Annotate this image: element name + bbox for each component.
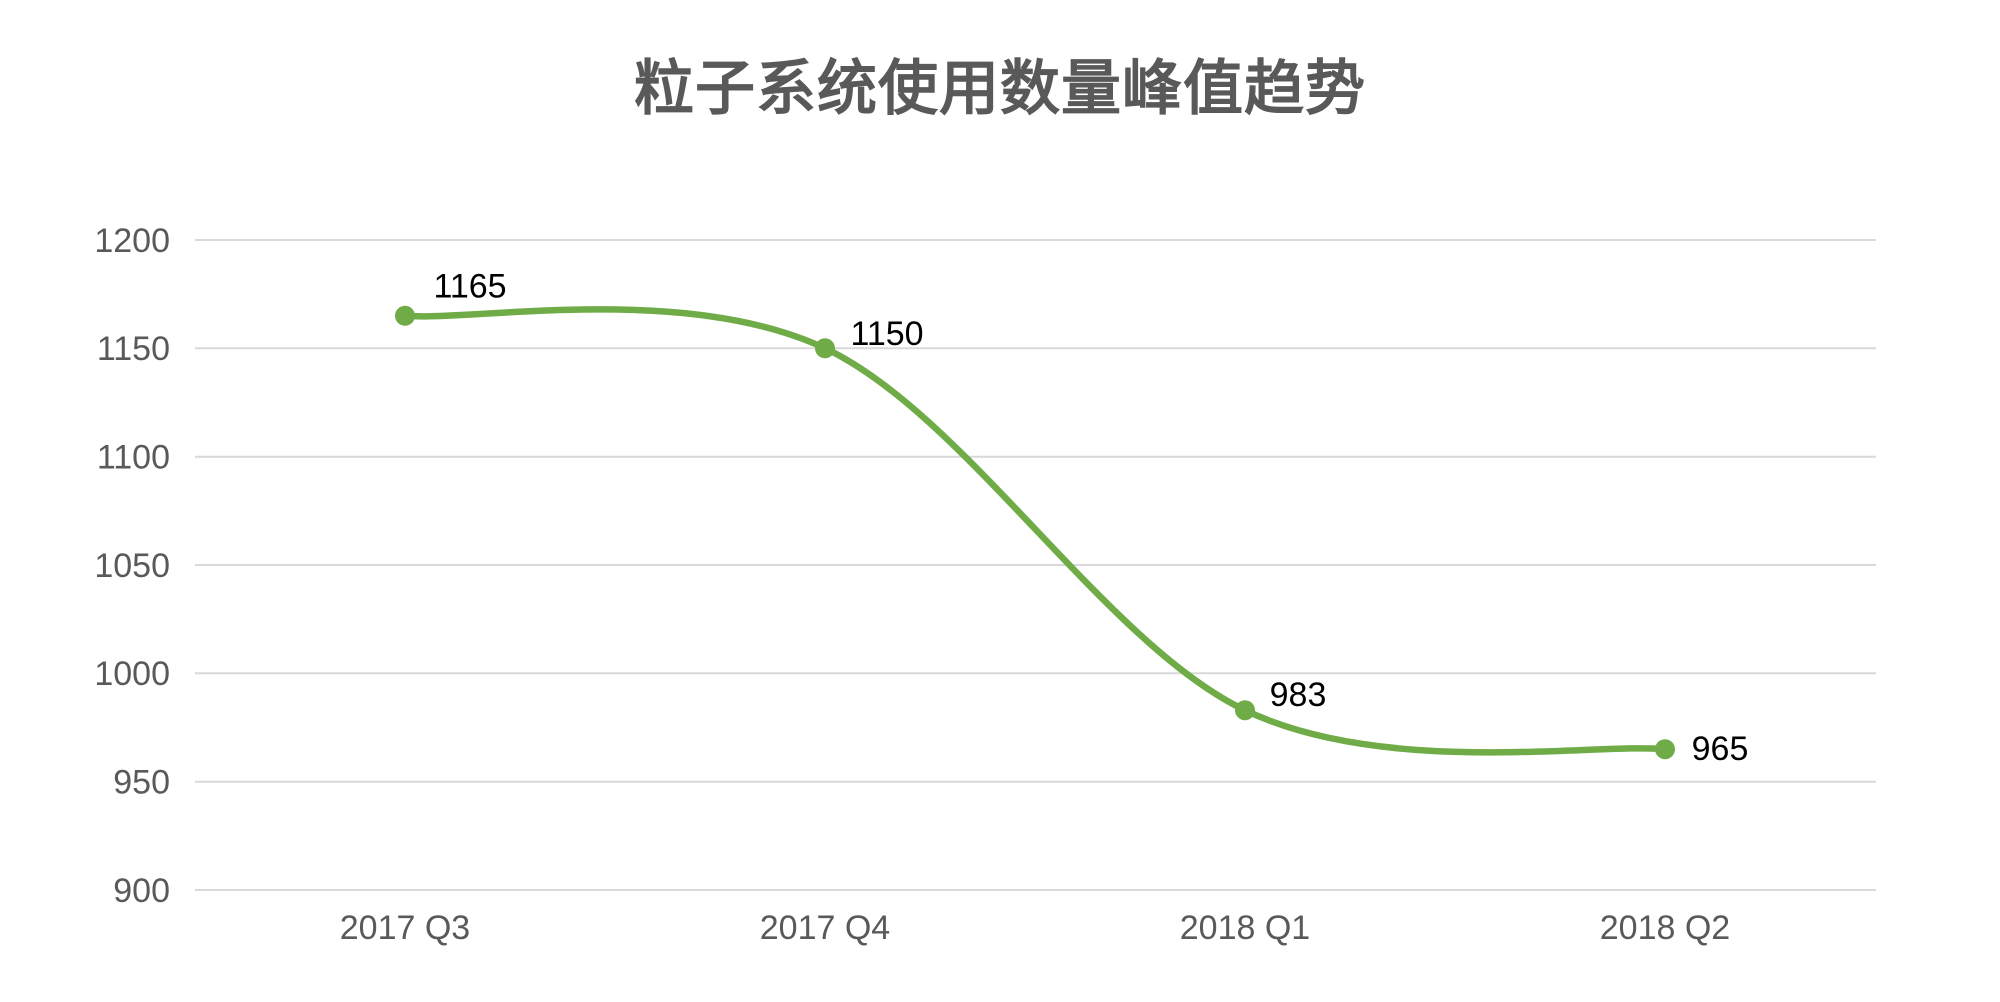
x-axis: 2017 Q3 2017 Q4 2018 Q1 2018 Q2 — [340, 909, 1730, 947]
chart-title: 粒子系统使用数量峰值趋势 — [634, 55, 1366, 122]
x-axis-tick-label: 2017 Q3 — [340, 909, 470, 947]
gridlines-group — [195, 239, 1876, 891]
data-point-marker — [1655, 739, 1675, 760]
y-axis-tick-label: 1050 — [94, 547, 170, 585]
x-axis-tick-label: 2017 Q4 — [760, 909, 890, 947]
y-axis-tick-label: 950 — [113, 764, 170, 802]
y-axis-tick-label: 1000 — [94, 655, 170, 693]
data-point-label: 965 — [1692, 730, 1749, 768]
x-axis-tick-label: 2018 Q1 — [1180, 909, 1310, 947]
y-axis-tick-label: 1100 — [97, 439, 170, 477]
data-point-label: 983 — [1270, 676, 1327, 714]
y-axis: 1200 1150 1100 1050 1000 950 900 — [94, 222, 170, 910]
data-labels-group: 1165 1150 983 965 — [433, 268, 1748, 768]
data-point-label: 1165 — [433, 268, 506, 306]
data-point-label: 1150 — [850, 315, 923, 353]
trend-line — [401, 306, 1669, 756]
x-axis-tick-label: 2018 Q2 — [1600, 909, 1730, 947]
data-point-marker — [815, 338, 835, 359]
data-point-marker — [395, 305, 415, 326]
y-axis-tick-label: 900 — [113, 872, 170, 910]
y-axis-tick-label: 1200 — [94, 222, 170, 260]
y-axis-tick-label: 1150 — [97, 330, 170, 368]
data-points-group — [395, 305, 1675, 760]
data-point-marker — [1235, 700, 1255, 721]
